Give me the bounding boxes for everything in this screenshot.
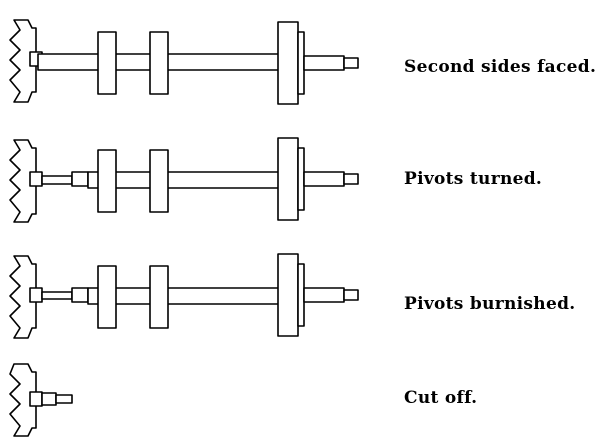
arbor-shaft-1 — [37, 53, 301, 71]
wheel-3b — [149, 265, 169, 329]
arbor-shaft-3 — [87, 287, 301, 305]
pivot-shoulder-3 — [71, 287, 89, 303]
step-1-drawing — [9, 19, 359, 105]
step-label-second-sides-faced: Second sides faced. — [404, 57, 597, 77]
step-4-drawing — [9, 363, 73, 437]
wheel-hub-1 — [297, 31, 305, 95]
chuck-collet-2 — [29, 171, 43, 187]
arbor-tip-3 — [343, 289, 359, 301]
arbor-tip-1 — [343, 57, 359, 69]
pivot-turned-2 — [41, 175, 73, 185]
large-wheel-1 — [277, 21, 299, 105]
chuck-jaw-3 — [9, 255, 37, 339]
step-2-drawing — [9, 137, 359, 223]
wheel-hub-2 — [297, 147, 305, 211]
arbor-end-3 — [303, 287, 345, 303]
arbor-shaft-2 — [87, 171, 301, 189]
wheel-1b — [149, 31, 169, 95]
step-3-drawing — [9, 253, 359, 339]
arbor-end-2 — [303, 171, 345, 187]
wheel-2a — [97, 149, 117, 213]
chuck-collet-3 — [29, 287, 43, 303]
chuck-jaw-4 — [9, 363, 37, 437]
cut-pivot-4 — [55, 394, 73, 404]
arbor-end-1 — [303, 55, 345, 71]
large-wheel-3 — [277, 253, 299, 337]
step-label-pivots-turned: Pivots turned. — [404, 169, 543, 189]
chuck-jaw-2 — [9, 139, 37, 223]
chuck-collet-4 — [29, 391, 43, 407]
wheel-2b — [149, 149, 169, 213]
pivot-shoulder-2 — [71, 171, 89, 187]
wheel-3a — [97, 265, 117, 329]
wheel-hub-3 — [297, 263, 305, 327]
wheel-1a — [97, 31, 117, 95]
step-label-pivots-burnished: Pivots burnished. — [404, 294, 576, 314]
chuck-jaw-1 — [9, 19, 37, 103]
large-wheel-2 — [277, 137, 299, 221]
arbor-tip-2 — [343, 173, 359, 185]
step-label-cut-off: Cut off. — [404, 388, 478, 408]
cut-stub-4 — [41, 392, 57, 406]
pivot-burnished-3 — [41, 291, 73, 300]
